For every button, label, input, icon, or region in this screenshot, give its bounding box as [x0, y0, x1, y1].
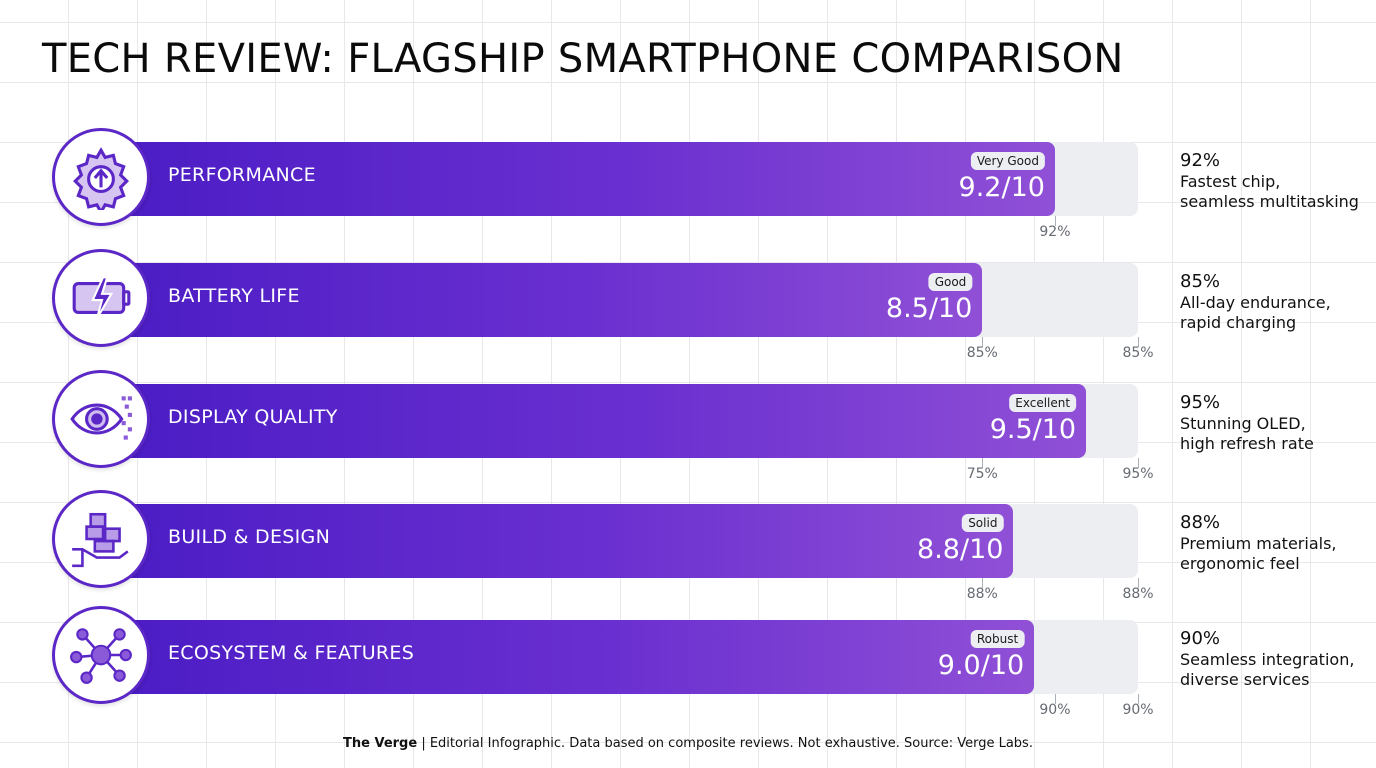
- side-note-line: Premium materials,: [1180, 534, 1337, 553]
- chart-row: DISPLAY QUALITY Excellent 9.5/10 75% 95% 95% S…: [0, 370, 1376, 504]
- tick-mark: [982, 337, 984, 347]
- category-label: BUILD & DESIGN: [168, 526, 331, 548]
- score-label: 8.8/10: [917, 534, 1004, 565]
- tick-label: 95%: [1122, 466, 1154, 482]
- side-note-line: diverse services: [1180, 670, 1310, 689]
- tick-mark: [1138, 694, 1139, 704]
- tick-label: 90%: [1039, 702, 1071, 718]
- tick-mark: [1054, 216, 1056, 226]
- battery-bolt-icon: [52, 249, 150, 347]
- rating-badge: Good: [928, 273, 973, 291]
- side-note-line: ergonomic feel: [1180, 554, 1300, 573]
- side-note: 92% Fastest chip, seamless multitasking: [1180, 150, 1370, 212]
- chart-row: PERFORMANCE Very Good 9.2/10 92% 92% Fastest …: [0, 128, 1376, 262]
- side-note-percent: 95%: [1180, 392, 1221, 413]
- tick-mark: [982, 578, 984, 588]
- bar-fill: [100, 263, 983, 337]
- bar-fill: [100, 384, 1087, 458]
- tick-label: 88%: [1122, 586, 1154, 602]
- category-label: DISPLAY QUALITY: [168, 406, 338, 428]
- bar-fill: [100, 504, 1014, 578]
- side-note: 95% Stunning OLED, high refresh rate: [1180, 392, 1370, 454]
- side-note-percent: 92%: [1180, 150, 1221, 171]
- rating-badge: Solid: [962, 514, 1004, 532]
- tick-label: 85%: [966, 345, 998, 361]
- side-note: 88% Premium materials, ergonomic feel: [1180, 512, 1370, 574]
- category-label: PERFORMANCE: [168, 164, 316, 186]
- tick-label: 85%: [1122, 345, 1154, 361]
- rating-badge: Excellent: [1009, 394, 1077, 412]
- eye-pixels-icon: [52, 370, 150, 468]
- side-note-line: All-day endurance,: [1180, 293, 1331, 312]
- page-title: TECH REVIEW: FLAGSHIP SMARTPHONE COMPARI…: [42, 36, 1124, 82]
- bar-fill: [100, 620, 1035, 694]
- side-note-line: seamless multitasking: [1180, 192, 1359, 211]
- tick-label: 90%: [1122, 702, 1154, 718]
- tick-label: 88%: [966, 586, 998, 602]
- side-note: 90% Seamless integration, diverse services: [1180, 628, 1370, 690]
- footer-brand: The Verge: [343, 736, 418, 751]
- tick-label: 75%: [966, 466, 998, 482]
- score-label: 9.5/10: [989, 414, 1077, 445]
- side-note-percent: 88%: [1180, 512, 1221, 533]
- tick-mark: [982, 458, 984, 468]
- rating-badge: Robust: [970, 630, 1025, 648]
- side-note-percent: 85%: [1180, 271, 1221, 292]
- side-note: 85% All-day endurance, rapid charging: [1180, 271, 1370, 333]
- category-label: ECOSYSTEM & FEATURES: [168, 642, 415, 664]
- side-note-line: Fastest chip,: [1180, 172, 1281, 191]
- gear-arrow-icon: [52, 128, 150, 226]
- tick-mark: [1054, 694, 1056, 704]
- side-note-line: Stunning OLED,: [1180, 414, 1306, 433]
- hand-blocks-icon: [52, 490, 150, 588]
- network-nodes-icon: [52, 606, 150, 704]
- tick-mark: [1138, 578, 1139, 588]
- side-note-line: rapid charging: [1180, 313, 1297, 332]
- category-label: BATTERY LIFE: [168, 285, 300, 307]
- tick-label: 92%: [1039, 224, 1071, 240]
- chart-row: BATTERY LIFE Good 8.5/10 85% 85% 85% All-day e…: [0, 249, 1376, 383]
- side-note-percent: 90%: [1180, 628, 1221, 649]
- side-note-line: Seamless integration,: [1180, 650, 1355, 669]
- footer-note: | Editorial Infographic. Data based on c…: [417, 736, 1033, 751]
- footer: The Verge | Editorial Infographic. Data …: [0, 736, 1376, 751]
- side-note-line: high refresh rate: [1180, 434, 1314, 453]
- chart-row: BUILD & DESIGN Solid 8.8/10 88% 88% 88% Premiu…: [0, 490, 1376, 624]
- rating-badge: Very Good: [970, 152, 1045, 170]
- score-label: 9.2/10: [958, 172, 1045, 203]
- score-label: 8.5/10: [885, 293, 973, 324]
- score-label: 9.0/10: [937, 650, 1025, 681]
- tick-mark: [1138, 337, 1139, 347]
- chart-row: ECOSYSTEM & FEATURES Robust 9.0/10 90% 90% 90…: [0, 606, 1376, 740]
- bar-fill: [100, 142, 1055, 216]
- tick-mark: [1138, 458, 1139, 468]
